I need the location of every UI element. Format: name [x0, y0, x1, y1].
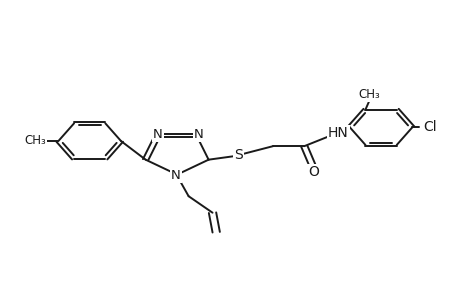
Text: S: S — [234, 148, 242, 162]
Text: HN: HN — [327, 126, 348, 140]
Text: Cl: Cl — [422, 120, 436, 134]
Text: CH₃: CH₃ — [358, 88, 379, 101]
Text: CH₃: CH₃ — [24, 134, 46, 148]
Text: N: N — [170, 169, 180, 182]
Text: O: O — [308, 165, 319, 179]
Text: N: N — [152, 128, 162, 141]
Text: N: N — [194, 128, 203, 141]
